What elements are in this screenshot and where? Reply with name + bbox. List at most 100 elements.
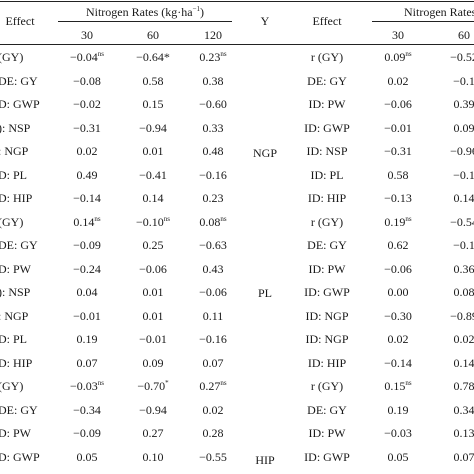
- right-effect-cell: ID: GWP: [304, 121, 350, 135]
- right-value-30: 0.19ns: [384, 215, 411, 229]
- left-value-30-value: 0.19: [76, 332, 98, 346]
- left-effect-cell-value: (GY): [0, 214, 24, 229]
- left-value-60: 0.14: [143, 191, 164, 205]
- left-value-30: 0.05: [77, 450, 98, 464]
- y-group-ngp: NGP: [252, 146, 278, 160]
- right-value-60-value: −0.1: [453, 167, 474, 182]
- left-value-60: 0.01: [143, 144, 164, 158]
- right-value-60-value: 0.07: [453, 449, 474, 464]
- left-value-120: −0.55: [199, 450, 227, 464]
- left-effect-cell: D: PL: [0, 168, 27, 182]
- left-value-120-significance: ns: [220, 214, 227, 223]
- right-value-30: 0.62: [388, 238, 409, 252]
- left-value-60: −0.01: [139, 332, 167, 346]
- left-value-120-value: 0.27: [199, 379, 221, 393]
- right-value-30-value: −0.03: [384, 426, 412, 440]
- right-effect-cell: DE: GY: [307, 74, 347, 88]
- right-effect-cell-value: ID: GWP: [304, 120, 350, 135]
- rate-header-60-right: 60: [458, 28, 470, 42]
- right-value-30-significance: ns: [405, 379, 412, 387]
- left-value-120-value: −0.16: [199, 167, 227, 182]
- right-effect-cell: ID: PW: [309, 262, 346, 276]
- right-effect-cell: ID: HIP: [308, 191, 346, 205]
- left-value-120-value: 0.38: [202, 73, 224, 88]
- right-effect-cell-value: ID: PL: [310, 167, 344, 182]
- left-value-30: 0.02: [77, 144, 98, 158]
- right-value-60-value: −0.1: [453, 238, 474, 252]
- left-value-60-value: 0.58: [142, 73, 164, 88]
- left-effect-cell: D: GWP: [0, 450, 40, 464]
- left-value-120: 0.38: [203, 74, 224, 88]
- right-value-30-value: −0.06: [384, 261, 412, 276]
- left-value-120-value: 0.23: [199, 50, 221, 64]
- left-value-60-value: −0.64*: [136, 50, 170, 64]
- left-value-60: 0.01: [143, 285, 164, 299]
- header-effect-left: Effect: [5, 14, 35, 28]
- left-value-120: −0.06: [199, 285, 227, 299]
- right-value-60-value: −0.89: [450, 308, 474, 323]
- right-value-30: −0.13: [384, 191, 412, 205]
- right-value-60: 0.36: [454, 262, 474, 276]
- right-value-60: −0.1: [453, 238, 474, 252]
- right-value-30-value: 0.19: [384, 214, 406, 229]
- left-value-120-value: 0.23: [202, 191, 224, 205]
- left-value-120-value: 0.48: [202, 144, 224, 158]
- left-value-30-value: 0.14: [73, 214, 95, 229]
- right-effect-cell: DE: GY: [307, 403, 347, 417]
- left-value-120-significance: ns: [220, 50, 227, 58]
- left-effect-cell: D: PW: [0, 426, 31, 440]
- right-value-60: −0.89: [450, 309, 474, 323]
- right-value-60-value: 0.78: [453, 379, 474, 393]
- right-value-60: −0.52: [450, 50, 474, 64]
- right-value-60-value: 0.39: [453, 97, 474, 111]
- rate-header-60-left: 60: [147, 28, 159, 42]
- left-effect-cell: D: PL: [0, 332, 27, 346]
- left-value-120-value: −0.63: [199, 238, 227, 252]
- left-value-30: −0.04ns: [70, 50, 104, 64]
- right-effect-cell-value: ID: PW: [308, 426, 346, 440]
- left-effect-cell: : NGP: [0, 309, 28, 323]
- left-value-60-value: 0.25: [142, 238, 164, 252]
- right-value-60: 0.34: [454, 403, 474, 417]
- left-effect-cell: DE: GY: [0, 403, 38, 417]
- left-value-120: −0.16: [199, 332, 227, 346]
- left-effect-cell: D: PW: [0, 262, 31, 276]
- header-nitrogen-rates-left: Nitrogen Rates (kg·ha−1): [85, 5, 205, 19]
- left-value-60-value: 0.01: [142, 144, 164, 158]
- left-effect-cell-value: D: GWP: [0, 97, 40, 111]
- left-value-60-value: 0.10: [142, 449, 164, 464]
- left-value-120: −0.16: [199, 168, 227, 182]
- right-value-60-value: −0.96: [450, 144, 474, 158]
- right-value-30-value: 0.15: [384, 379, 406, 393]
- right-value-30: 0.00: [388, 285, 409, 299]
- left-effect-cell: (GY): [0, 215, 23, 229]
- left-value-30: −0.31: [73, 121, 101, 135]
- left-value-60: 0.25: [143, 238, 164, 252]
- left-value-60: 0.09: [143, 356, 164, 370]
- left-effect-cell: DE: GY: [0, 74, 38, 88]
- right-value-30-value: 0.19: [387, 402, 409, 417]
- left-value-30: −0.09: [73, 426, 101, 440]
- left-value-30: −0.09: [73, 238, 101, 252]
- right-value-60: 0.14: [454, 191, 474, 205]
- left-effect-cell-value: D: PW: [0, 261, 31, 276]
- right-effect-cell: r (GY): [311, 379, 343, 393]
- left-value-60: −0.94: [139, 121, 167, 135]
- left-effect-cell: : NGP: [0, 144, 28, 158]
- left-value-60: 0.01: [143, 309, 164, 323]
- right-value-30-value: −0.30: [384, 308, 412, 323]
- right-effect-cell-value: ID: PW: [308, 261, 346, 276]
- left-value-30-value: −0.14: [73, 191, 101, 205]
- header-nitrogen-rates-right: Nitrogen Rates: [404, 5, 474, 19]
- right-value-60-value: 0.02: [453, 332, 474, 346]
- left-effect-cell-value: (GY): [0, 379, 24, 393]
- left-effect-cell-value: : NGP: [0, 144, 29, 158]
- right-value-30: 0.15ns: [384, 379, 411, 393]
- left-effect-cell-value: D: PL: [0, 332, 28, 346]
- right-effect-cell: ID: PL: [311, 168, 344, 182]
- right-effect-cell: ID: NSP: [306, 144, 347, 158]
- right-effect-cell: ID: PW: [309, 97, 346, 111]
- right-value-30-value: 0.02: [387, 332, 409, 346]
- rate-header-30-left: 30: [81, 28, 93, 42]
- left-value-60-value: 0.01: [142, 308, 164, 323]
